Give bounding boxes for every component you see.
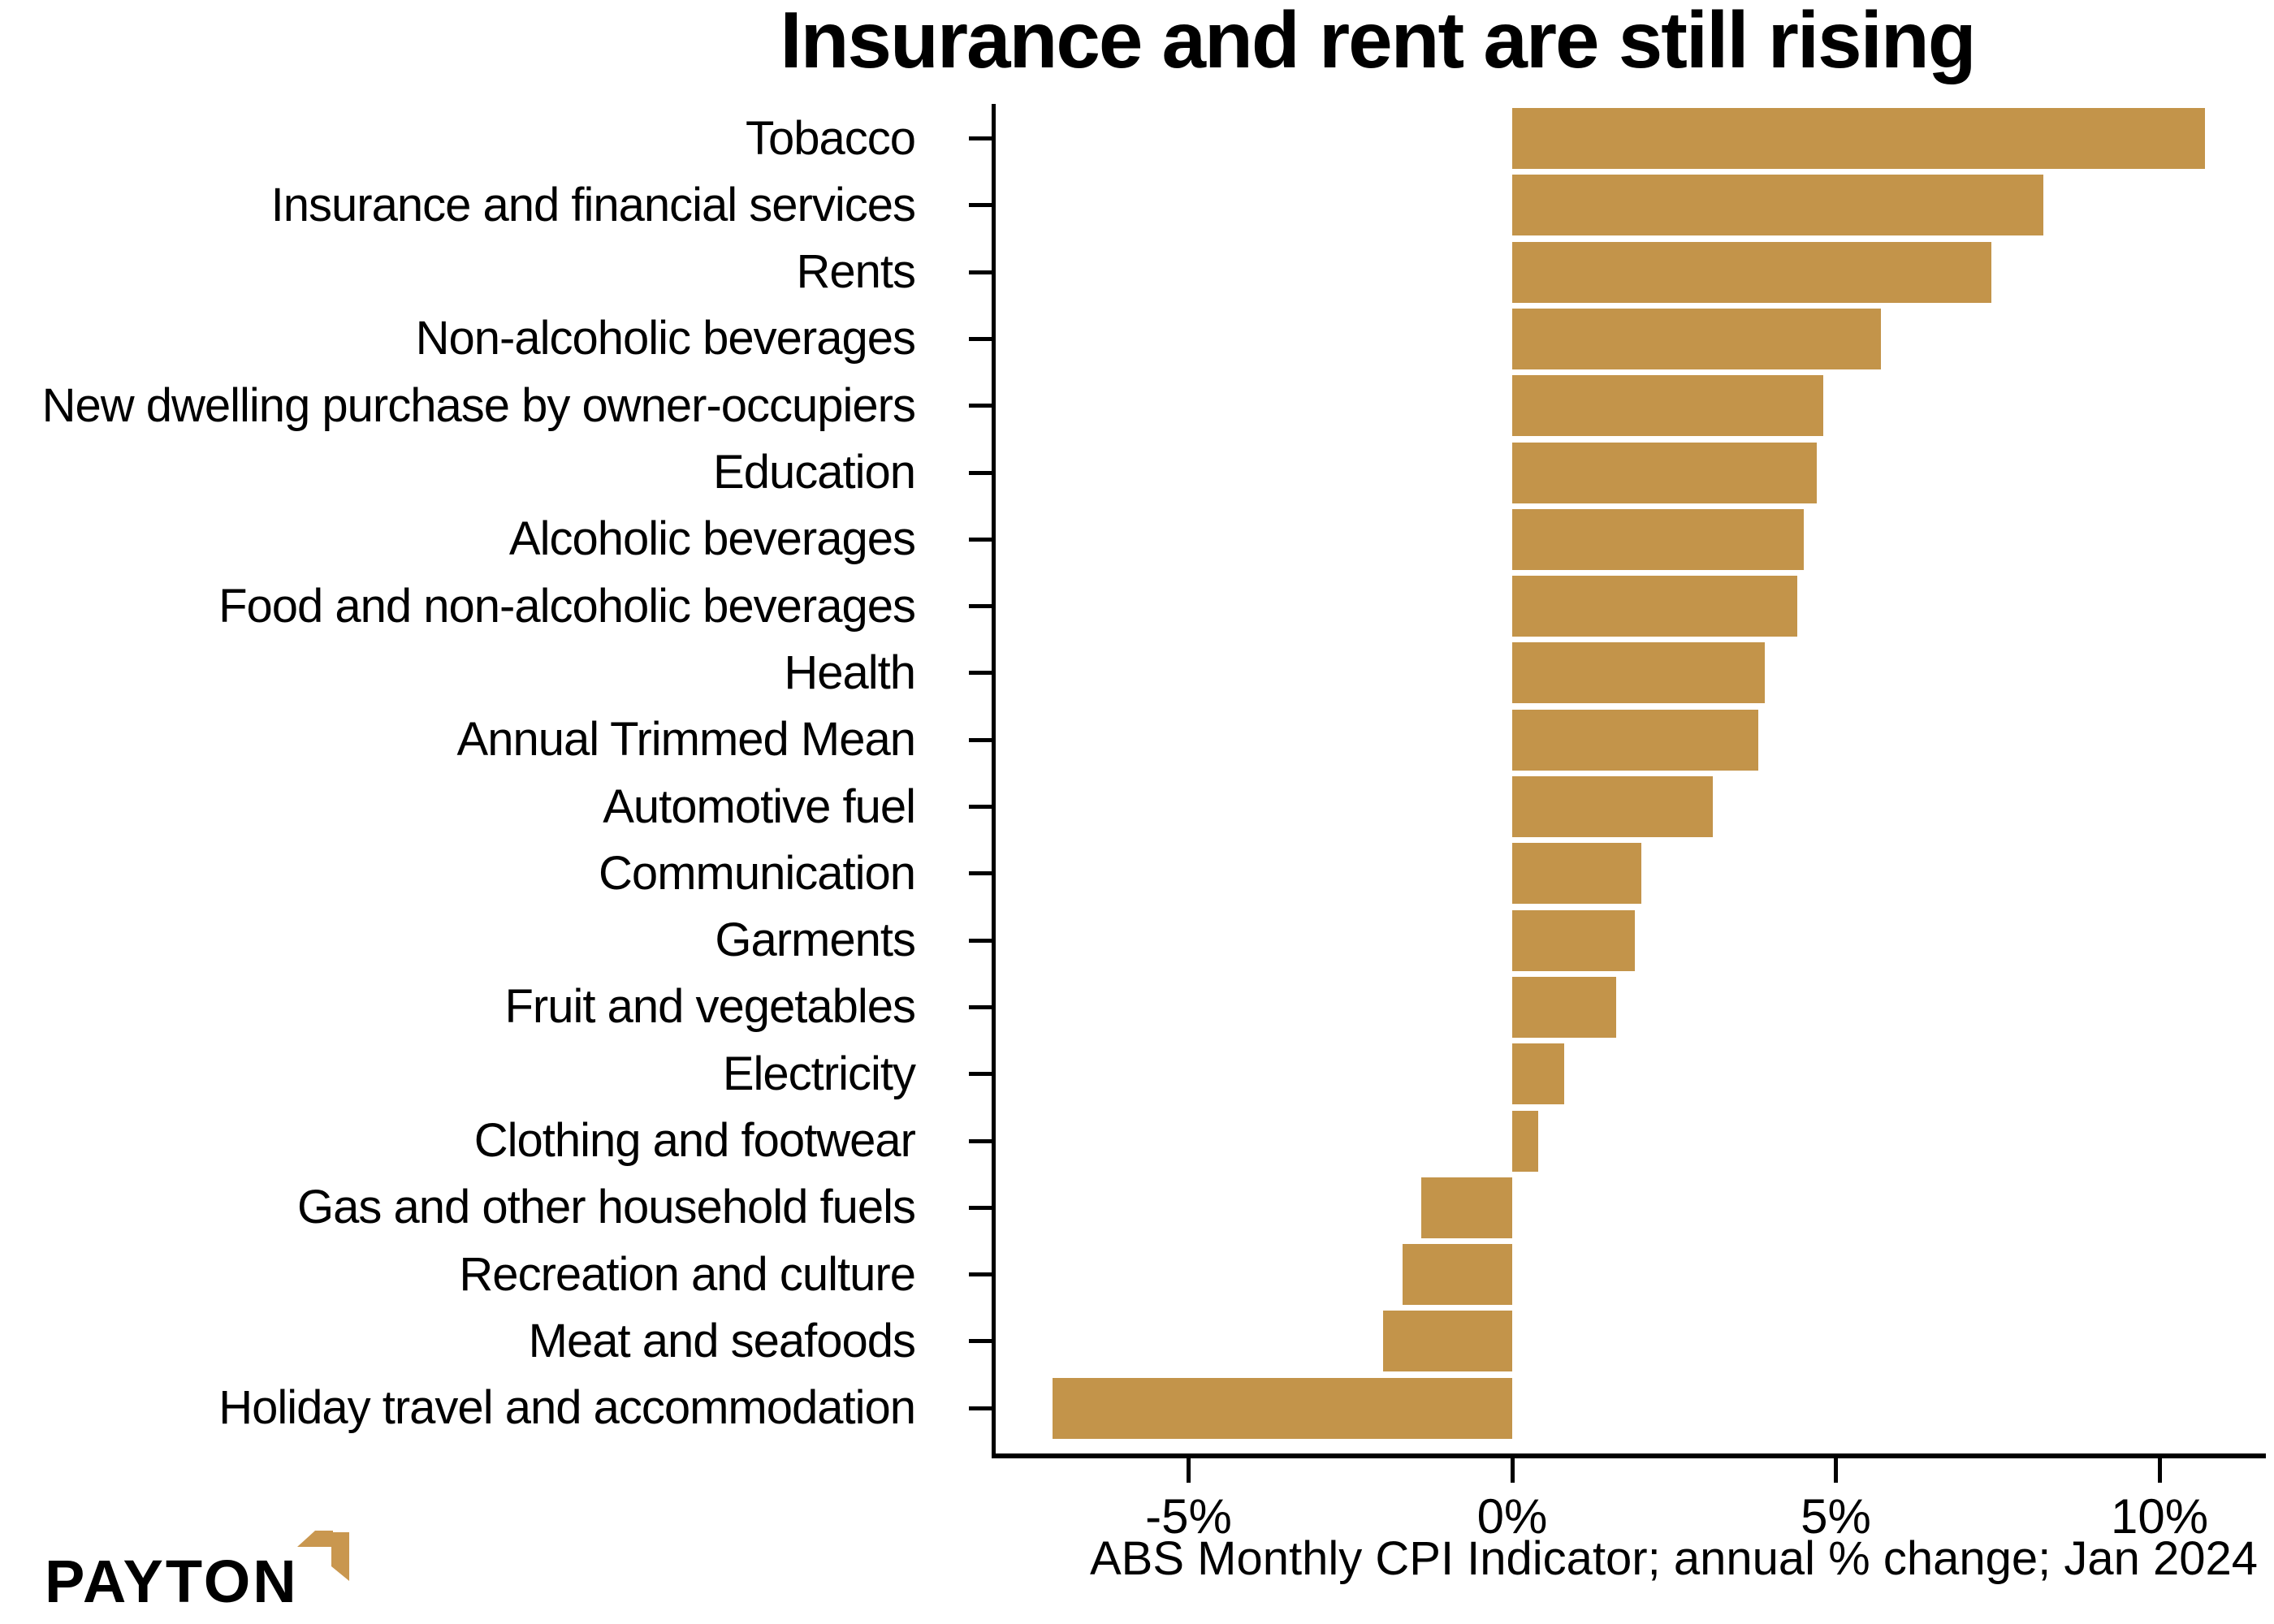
y-tick	[969, 1004, 992, 1009]
brand-logo: PAYTON	[45, 1531, 353, 1612]
x-tick-label-0pct: 0%	[1476, 1489, 1548, 1544]
category-label-holiday-travel-and-accommodation: Holiday travel and accommodation	[218, 1381, 916, 1435]
category-label-non-alcoholic-beverages: Non-alcoholic beverages	[415, 312, 916, 365]
y-tick	[969, 336, 992, 341]
bar-non-alcoholic-beverages	[1512, 308, 1882, 369]
category-label-electricity: Electricity	[722, 1047, 916, 1100]
y-tick	[969, 604, 992, 609]
category-label-fruit-and-vegetables: Fruit and vegetables	[504, 980, 916, 1034]
brand-logo-text: PAYTON	[45, 1548, 299, 1615]
bar-meat-and-seafoods	[1382, 1311, 1512, 1372]
bar-education	[1512, 442, 1817, 503]
x-tick	[2157, 1458, 2162, 1483]
y-tick	[969, 1406, 992, 1410]
logo-arrow-flag	[297, 1531, 333, 1547]
y-axis-spine	[992, 104, 996, 1458]
y-tick	[969, 1138, 992, 1143]
category-label-garments: Garments	[715, 914, 916, 967]
bar-clothing-and-footwear	[1512, 1110, 1538, 1172]
y-tick	[969, 470, 992, 475]
x-axis-label: ABS Monthly CPI Indicator; annual % chan…	[1090, 1532, 2258, 1585]
category-label-annual-trimmed-mean: Annual Trimmed Mean	[456, 713, 916, 767]
category-label-new-dwelling-purchase-by-owner-occupiers: New dwelling purchase by owner-occupiers	[41, 378, 916, 432]
x-tick-label-5pct: 5%	[1801, 1489, 1871, 1544]
bar-food-and-non-alcoholic-beverages	[1512, 576, 1797, 637]
category-label-clothing-and-footwear: Clothing and footwear	[473, 1114, 916, 1167]
bar-health	[1512, 642, 1765, 704]
bar-rents	[1512, 241, 1991, 303]
y-tick	[969, 805, 992, 809]
category-label-communication: Communication	[599, 846, 916, 900]
bar-tobacco	[1512, 108, 2205, 169]
x-tick-label-10pct: 10%	[2110, 1489, 2209, 1544]
category-label-gas-and-other-household-fuels: Gas and other household fuels	[297, 1181, 916, 1234]
category-label-recreation-and-culture: Recreation and culture	[459, 1247, 916, 1301]
y-tick	[969, 1339, 992, 1344]
category-label-automotive-fuel: Automotive fuel	[603, 780, 916, 833]
category-axis-labels: Tobacco Insurance and financial services R…	[0, 104, 958, 1458]
bar-gas-and-other-household-fuels	[1421, 1177, 1512, 1238]
x-tick	[1187, 1458, 1191, 1483]
y-tick	[969, 537, 992, 542]
category-label-alcoholic-beverages: Alcoholic beverages	[508, 512, 916, 566]
y-tick	[969, 270, 992, 274]
y-tick	[969, 136, 992, 140]
y-tick	[969, 871, 992, 876]
category-label-food-and-non-alcoholic-beverages: Food and non-alcoholic beverages	[218, 579, 916, 633]
category-label-meat-and-seafoods: Meat and seafoods	[528, 1314, 916, 1367]
y-tick	[969, 938, 992, 943]
bar-fruit-and-vegetables	[1512, 976, 1616, 1038]
brand-logo-arrow-icon	[297, 1531, 349, 1581]
x-tick	[1510, 1458, 1515, 1483]
bar-garments	[1512, 909, 1636, 971]
bar-recreation-and-culture	[1402, 1244, 1512, 1306]
x-tick-label--5pct: -5%	[1145, 1489, 1232, 1544]
plot-area: ABS Monthly CPI Indicator; annual % chan…	[969, 104, 2266, 1584]
y-tick	[969, 737, 992, 742]
bar-electricity	[1512, 1043, 1564, 1105]
bar-automotive-fuel	[1512, 776, 1714, 837]
y-tick	[969, 1272, 992, 1277]
y-tick	[969, 671, 992, 676]
x-tick	[1834, 1458, 1838, 1483]
x-axis-line	[992, 1453, 2266, 1458]
bar-holiday-travel-and-accommodation	[1053, 1377, 1512, 1439]
bar-new-dwelling-purchase-by-owner-occupiers	[1512, 375, 1823, 437]
category-label-insurance-and-financial-services: Insurance and financial services	[270, 178, 916, 231]
category-label-education: Education	[713, 446, 916, 499]
category-label-rents: Rents	[796, 245, 916, 299]
bar-insurance-and-financial-services	[1512, 175, 2043, 236]
y-tick	[969, 1072, 992, 1077]
chart-title: Insurance and rent are still rising	[780, 0, 1976, 84]
bar-communication	[1512, 843, 1642, 905]
y-tick	[969, 404, 992, 408]
bar-alcoholic-beverages	[1512, 508, 1804, 570]
category-label-health: Health	[784, 646, 916, 699]
y-tick	[969, 203, 992, 208]
logo-arrow-tail	[331, 1532, 349, 1581]
category-label-tobacco: Tobacco	[745, 111, 916, 165]
bar-annual-trimmed-mean	[1512, 709, 1758, 771]
y-tick	[969, 1205, 992, 1210]
